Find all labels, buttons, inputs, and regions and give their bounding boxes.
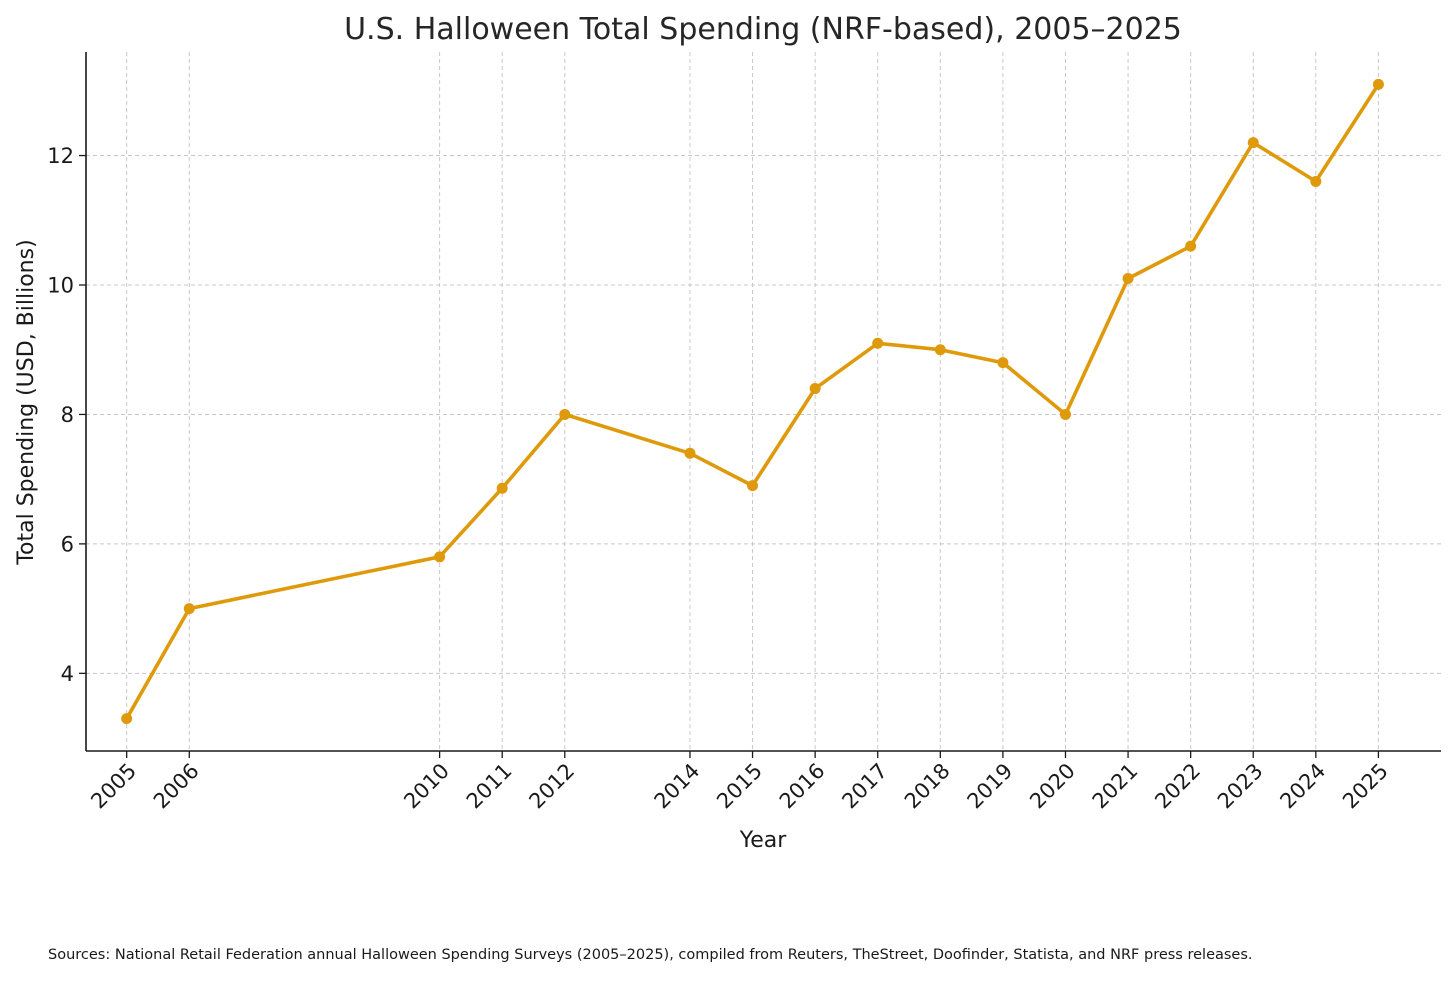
x-tick-label: 2006	[149, 759, 204, 814]
y-tick-label: 6	[61, 532, 74, 556]
y-axis-label: Total Spending (USD, Billions)	[14, 239, 39, 565]
y-tick-label: 12	[47, 144, 74, 168]
data-point	[1247, 137, 1259, 149]
x-tick-label: 2022	[1150, 759, 1205, 814]
data-point	[1185, 240, 1197, 252]
data-point	[1059, 408, 1071, 420]
x-tick-label: 2012	[524, 759, 579, 814]
data-point	[1372, 78, 1384, 90]
data-point	[997, 357, 1009, 369]
x-tick-label: 2011	[462, 759, 517, 814]
data-point	[684, 447, 696, 459]
x-tick-label: 2020	[1025, 759, 1080, 814]
x-tick-label: 2016	[775, 759, 830, 814]
x-tick-label: 2017	[837, 759, 892, 814]
x-axis-label: Year	[739, 828, 788, 853]
y-tick-label: 8	[61, 403, 74, 427]
y-tick-label: 10	[47, 274, 74, 298]
y-tick-label: 4	[61, 662, 74, 686]
sources-note: Sources: National Retail Federation annu…	[48, 947, 1253, 963]
data-point	[496, 482, 508, 494]
data-point	[434, 551, 446, 563]
data-point	[183, 603, 195, 615]
x-tick-label: 2015	[712, 759, 767, 814]
x-tick-label: 2024	[1275, 759, 1330, 814]
grid-lines	[86, 52, 1441, 751]
x-tick-label: 2014	[650, 759, 705, 814]
x-tick-label: 2018	[900, 759, 955, 814]
data-point	[872, 337, 884, 349]
data-point	[809, 383, 821, 395]
series-line-group	[121, 78, 1384, 725]
axes	[79, 52, 1441, 758]
data-point	[1310, 175, 1322, 187]
data-point	[747, 480, 759, 492]
data-point	[934, 344, 946, 356]
x-tick-label: 2025	[1338, 759, 1393, 814]
x-tick-label: 2023	[1213, 759, 1268, 814]
x-tick-label: 2010	[399, 759, 454, 814]
chart-title: U.S. Halloween Total Spending (NRF-based…	[344, 12, 1182, 47]
data-point	[559, 408, 571, 420]
data-point	[121, 713, 133, 725]
x-tick-label: 2019	[963, 759, 1018, 814]
x-tick-label: 2005	[86, 759, 141, 814]
data-point	[1122, 273, 1134, 285]
x-tick-label: 2021	[1088, 759, 1143, 814]
